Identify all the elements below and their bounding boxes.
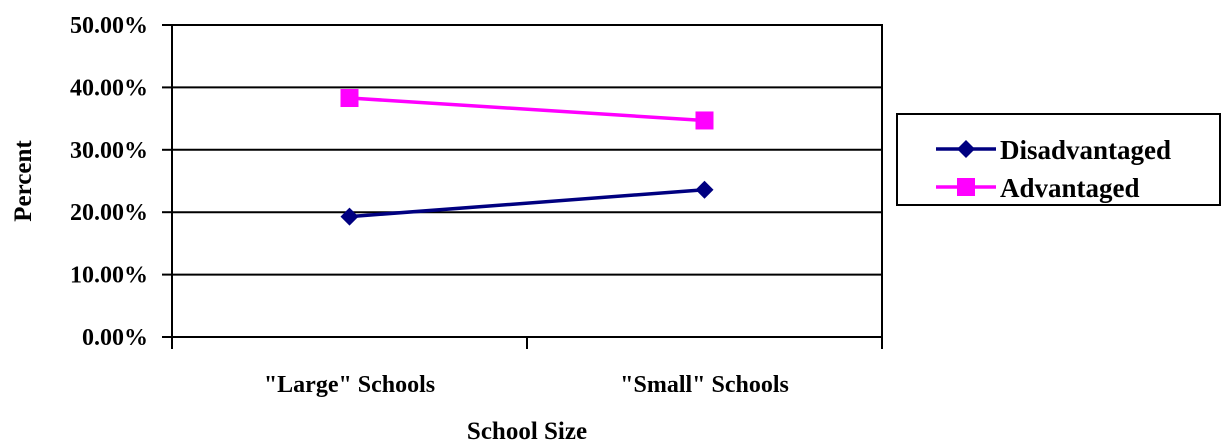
data-point: [340, 89, 359, 108]
legend-label: Disadvantaged: [1000, 135, 1171, 165]
y-tick-label: 40.00%: [70, 75, 148, 101]
y-tick-label: 0.00%: [82, 325, 148, 351]
legend: Disadvantaged Advantaged: [896, 113, 1221, 206]
series-line: [349, 187, 705, 219]
x-axis-title: School Size: [467, 418, 587, 444]
y-tick-label: 20.00%: [70, 200, 148, 226]
data-point: [957, 140, 975, 158]
y-tick-label: 50.00%: [70, 13, 148, 39]
data-point: [340, 207, 359, 226]
y-axis-ticks: 0.00% 10.00% 20.00% 30.00% 40.00% 50.00%: [70, 13, 172, 351]
legend-box: [896, 113, 1221, 206]
legend-label: Advantaged: [1000, 173, 1140, 203]
series-line: [349, 96, 705, 123]
x-axis-ticks: "Large" Schools "Small" Schools: [171, 337, 883, 398]
data-point: [695, 111, 714, 130]
x-tick-label: "Large" Schools: [264, 372, 435, 398]
plot-area: [171, 24, 883, 338]
y-tick-label: 30.00%: [70, 138, 148, 164]
x-tick-label: "Small" Schools: [620, 372, 789, 398]
series-group: [340, 89, 714, 226]
y-axis-title: Percent: [10, 140, 37, 222]
y-tick-label: 10.00%: [70, 263, 148, 289]
data-point: [957, 178, 975, 196]
data-point: [695, 180, 714, 199]
gridlines: [172, 86, 882, 276]
